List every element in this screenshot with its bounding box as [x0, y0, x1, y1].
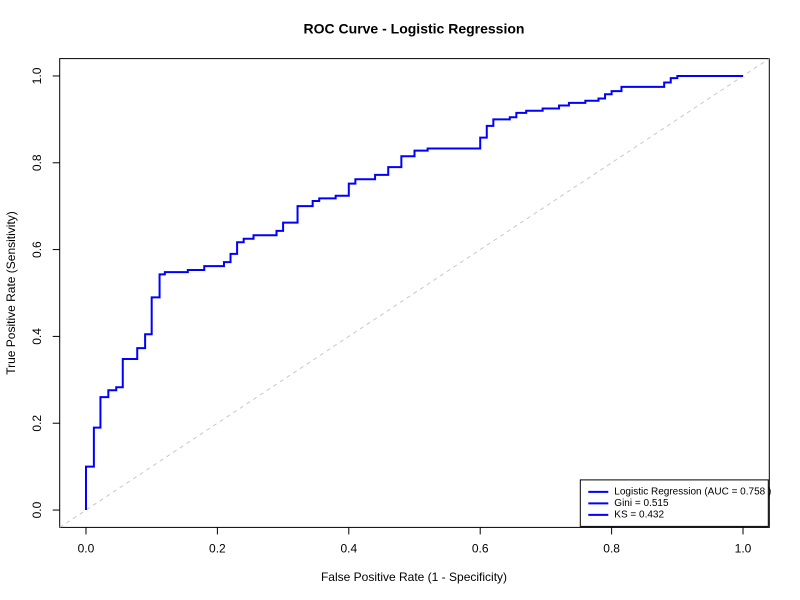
y-tick-label: 1.0	[30, 67, 44, 84]
y-tick-label: 0.0	[30, 501, 44, 518]
chart-title: ROC Curve - Logistic Regression	[304, 21, 525, 37]
y-tick-label: 0.8	[30, 154, 44, 171]
x-tick-label: 0.8	[603, 542, 620, 556]
y-tick-label: 0.6	[30, 241, 44, 258]
roc-curve	[84, 74, 744, 511]
x-axis-label: False Positive Rate (1 - Specificity)	[321, 570, 507, 584]
x-tick-label: 0.6	[472, 542, 489, 556]
y-axis-label: True Positive Rate (Sensitivity)	[4, 211, 18, 375]
y-tick-label: 0.2	[30, 415, 44, 432]
x-tick-label: 0.0	[78, 542, 95, 556]
legend-label: Gini = 0.515	[614, 498, 669, 509]
reference-line	[59, 58, 770, 528]
x-tick-label: 0.2	[209, 542, 226, 556]
x-tick-label: 1.0	[735, 542, 752, 556]
y-tick-label: 0.4	[30, 328, 44, 345]
legend-box	[579, 479, 769, 527]
x-tick-label: 0.4	[340, 542, 357, 556]
plot-area	[59, 58, 770, 528]
legend-label: Logistic Regression (AUC = 0.758 )	[614, 487, 771, 498]
plot-frame	[59, 58, 770, 528]
legend-label: KS = 0.432	[614, 510, 664, 521]
